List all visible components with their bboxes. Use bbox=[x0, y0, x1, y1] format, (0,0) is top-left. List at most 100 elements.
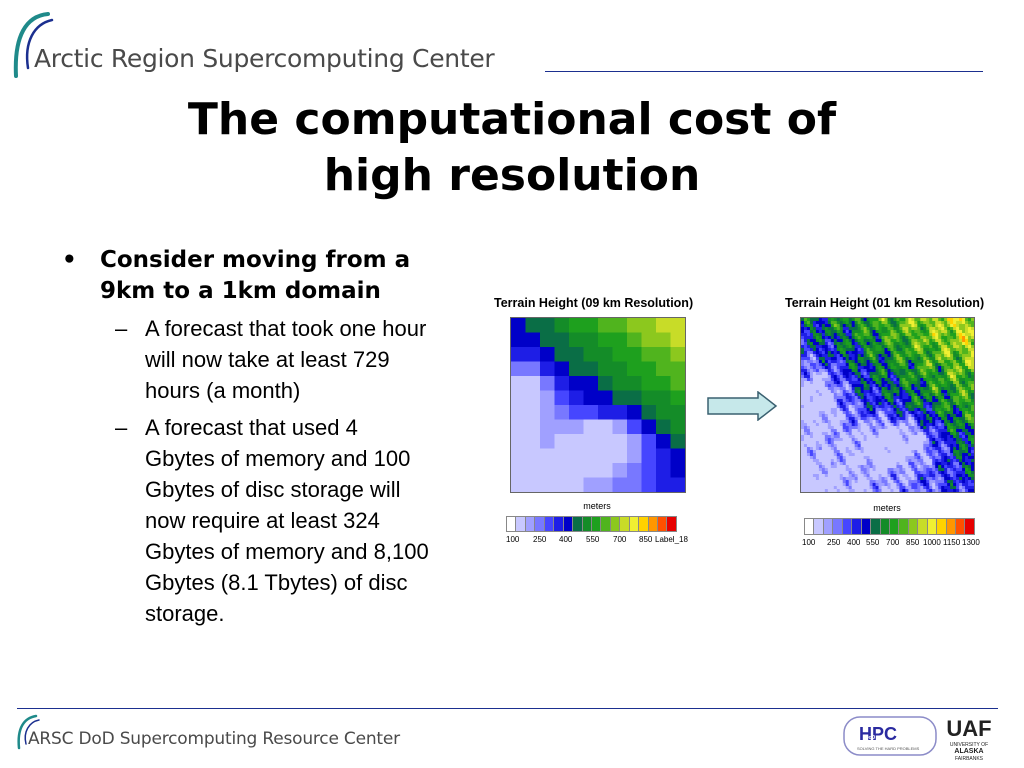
terrain-cell bbox=[905, 483, 909, 487]
terrain-cell bbox=[884, 357, 888, 361]
terrain-cell bbox=[878, 432, 882, 436]
terrain-cell bbox=[842, 468, 847, 472]
terrain-cell bbox=[962, 327, 966, 331]
terrain-cell bbox=[860, 453, 865, 457]
terrain-cell bbox=[959, 483, 963, 487]
terrain-cell bbox=[953, 438, 957, 442]
terrain-cell bbox=[881, 318, 885, 322]
terrain-cell bbox=[926, 444, 930, 448]
terrain-cell bbox=[905, 426, 909, 430]
terrain-cell bbox=[836, 441, 841, 445]
terrain-cell bbox=[803, 417, 808, 421]
terrain-cell bbox=[875, 327, 879, 331]
colorbar-swatch bbox=[544, 517, 555, 531]
terrain-cell bbox=[821, 333, 826, 337]
terrain-cell bbox=[914, 435, 918, 439]
terrain-cell bbox=[920, 474, 924, 478]
terrain-cell bbox=[911, 384, 915, 388]
terrain-cell bbox=[812, 402, 817, 406]
terrain-cell bbox=[818, 468, 823, 472]
terrain-cell bbox=[953, 318, 957, 322]
colorbar-swatch bbox=[852, 519, 862, 534]
terrain-cell bbox=[947, 396, 951, 400]
terrain-cell bbox=[920, 384, 924, 388]
terrain-cell bbox=[809, 363, 814, 367]
terrain-cell bbox=[845, 450, 850, 454]
terrain-cell bbox=[884, 336, 888, 340]
terrain-cell bbox=[554, 376, 570, 391]
terrain-cell bbox=[971, 396, 974, 400]
terrain-cell bbox=[884, 450, 888, 454]
terrain-cell bbox=[938, 324, 942, 328]
terrain-cell bbox=[845, 336, 850, 340]
terrain-cell bbox=[938, 435, 942, 439]
terrain-cell bbox=[670, 419, 685, 435]
terrain-cell bbox=[851, 423, 856, 427]
terrain-cell bbox=[815, 456, 820, 460]
terrain-cell bbox=[854, 378, 859, 382]
terrain-cell bbox=[959, 372, 963, 376]
terrain-cell bbox=[830, 438, 835, 442]
terrain-cell bbox=[932, 435, 936, 439]
terrain-cell bbox=[890, 321, 894, 325]
terrain-cell bbox=[914, 426, 918, 430]
terrain-cell bbox=[821, 396, 826, 400]
terrain-cell bbox=[896, 369, 900, 373]
terrain-cell bbox=[809, 471, 814, 475]
terrain-cell bbox=[851, 345, 856, 349]
terrain-cell bbox=[938, 441, 942, 445]
terrain-cell bbox=[971, 420, 974, 424]
terrain-cell bbox=[845, 348, 850, 352]
terrain-cell bbox=[962, 363, 966, 367]
terrain-cell bbox=[947, 393, 951, 397]
terrain-cell bbox=[914, 462, 918, 466]
terrain-cell bbox=[953, 486, 957, 490]
terrain-cell bbox=[848, 405, 853, 409]
terrain-cell bbox=[815, 438, 820, 442]
terrain-cell bbox=[938, 345, 942, 349]
terrain-cell bbox=[812, 423, 817, 427]
terrain-cell bbox=[815, 486, 820, 490]
terrain-cell bbox=[956, 411, 960, 415]
terrain-cell bbox=[872, 408, 876, 412]
terrain-cell bbox=[845, 453, 850, 457]
terrain-cell bbox=[869, 342, 873, 346]
terrain-cell bbox=[583, 477, 599, 492]
terrain-cell bbox=[941, 486, 945, 490]
terrain-cell bbox=[806, 438, 811, 442]
terrain-cell bbox=[866, 471, 871, 475]
terrain-cell bbox=[818, 324, 823, 328]
terrain-cell bbox=[914, 381, 918, 385]
terrain-cell bbox=[923, 429, 927, 433]
terrain-cell bbox=[866, 393, 871, 397]
terrain-cell bbox=[947, 468, 951, 472]
terrain-cell bbox=[881, 348, 885, 352]
terrain-cell bbox=[959, 450, 963, 454]
terrain-cell bbox=[824, 423, 829, 427]
terrain-cell bbox=[836, 396, 841, 400]
colorbar-tick: 700 bbox=[886, 538, 900, 547]
colorbar-swatch bbox=[823, 519, 834, 534]
terrain-cell bbox=[890, 318, 894, 322]
terrain-cell bbox=[839, 351, 844, 355]
terrain-cell bbox=[971, 399, 974, 403]
terrain-cell bbox=[854, 411, 859, 415]
terrain-cell bbox=[875, 369, 879, 373]
terrain-cell bbox=[598, 477, 613, 492]
terrain-cell bbox=[896, 342, 900, 346]
terrain-cell bbox=[863, 402, 868, 406]
terrain-cell bbox=[833, 462, 838, 466]
terrain-cell bbox=[884, 417, 888, 421]
terrain-cell bbox=[899, 348, 903, 352]
terrain-cell bbox=[899, 414, 903, 418]
terrain-cell bbox=[863, 324, 868, 328]
terrain-cell bbox=[929, 342, 933, 346]
terrain-cell bbox=[821, 420, 826, 424]
terrain-cell bbox=[896, 468, 900, 472]
terrain-cell bbox=[911, 330, 915, 334]
terrain-cell bbox=[803, 363, 808, 367]
terrain-cell bbox=[953, 369, 957, 373]
terrain-cell bbox=[884, 456, 888, 460]
terrain-cell bbox=[803, 414, 808, 418]
terrain-cell bbox=[893, 483, 897, 487]
